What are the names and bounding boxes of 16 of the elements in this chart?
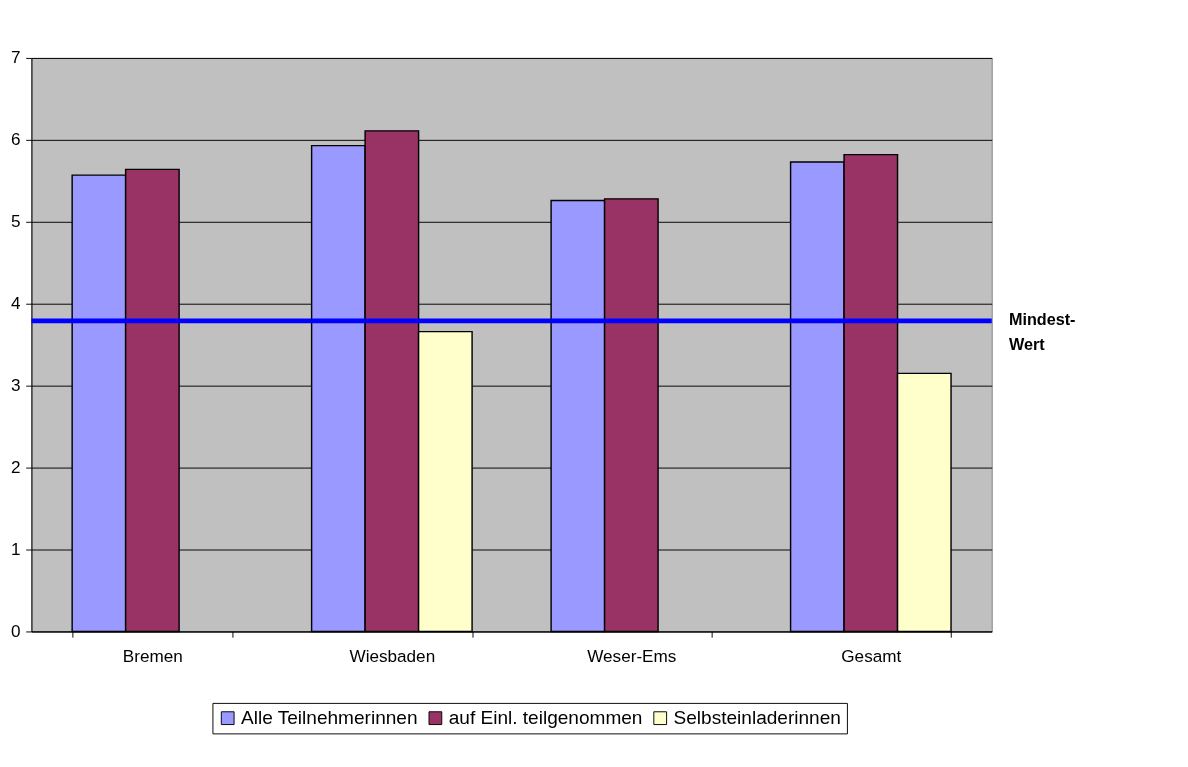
y-tick-label: 0	[10, 620, 21, 641]
y-tick-label: 4	[10, 292, 21, 313]
x-tick-label: Wiesbaden	[349, 646, 436, 667]
y-tick-label: 2	[10, 456, 21, 477]
legend-label: Alle Teilnehmerinnen	[241, 706, 418, 728]
x-tick-label: Weser-Ems	[587, 646, 677, 667]
x-tick-label: Bremen	[122, 646, 183, 667]
x-tick-label: Gesamt	[841, 646, 902, 667]
y-tick-label: 3	[10, 374, 21, 395]
y-tick-label: 5	[10, 211, 21, 232]
ref-line-label: Mindest- Wert	[1008, 309, 1076, 353]
legend-label: auf Einl. teilgenommen	[448, 706, 643, 728]
y-tick-label: 7	[10, 47, 21, 68]
y-tick-label: 1	[10, 538, 21, 559]
legend-label: Selbsteinladerinnen	[673, 706, 841, 728]
y-tick-label: 6	[10, 129, 21, 150]
